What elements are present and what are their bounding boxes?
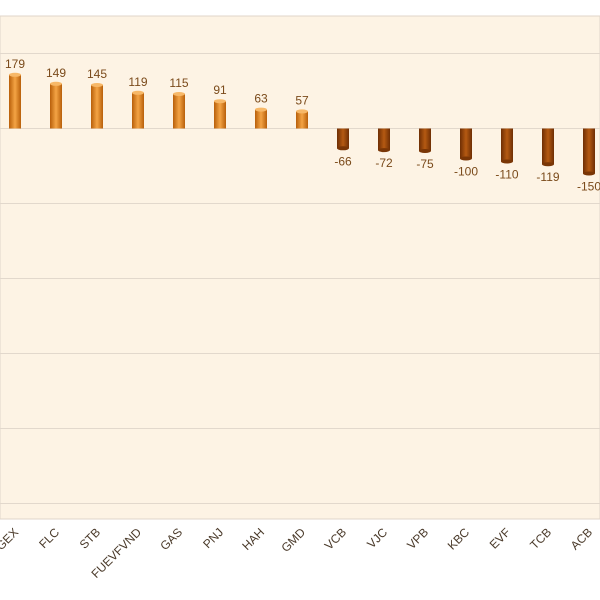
category-label-flc: FLC	[36, 525, 62, 551]
bar-tcb	[542, 128, 554, 165]
value-labels: 179 149 145 119 115 91 63 57 -66 -72 -75 -100 -110 -1…	[5, 57, 600, 194]
bar-pnj	[214, 101, 226, 129]
bar-cap-acb	[583, 171, 595, 176]
bar-cap-stb	[91, 83, 103, 87]
bar-cap-gmd	[296, 109, 308, 114]
value-label-gex: 179	[5, 57, 25, 71]
bar-kbc	[460, 128, 472, 159]
value-label-gmd: 57	[295, 93, 309, 107]
value-label-hah: 63	[254, 92, 268, 106]
bar-cap-vpb	[419, 149, 431, 153]
category-label-tcb: TCB	[527, 525, 554, 552]
category-label-gmd: GMD	[278, 525, 308, 555]
bar-evf	[501, 128, 513, 162]
value-label-acb: -150	[577, 180, 600, 194]
bar-gex	[9, 74, 21, 129]
value-label-fuevfvnd: 119	[128, 75, 147, 89]
category-label-evf: EVF	[487, 525, 513, 551]
category-label-gex: GEX	[0, 525, 21, 553]
value-label-stb: 145	[87, 67, 107, 81]
bar-cap-vcb	[337, 146, 349, 151]
category-label-pnj: PNJ	[200, 525, 226, 551]
category-label-vcb: VCB	[322, 525, 349, 552]
value-label-pnj: 91	[213, 83, 227, 97]
bar-cap-pnj	[214, 99, 226, 104]
bars	[9, 72, 595, 176]
category-label-kbc: KBC	[445, 525, 473, 553]
category-label-stb: STB	[77, 525, 103, 551]
bar-cap-fuevfvnd	[132, 90, 144, 95]
bar-vpb	[419, 128, 431, 151]
bar-vjc	[378, 128, 390, 151]
value-label-tcb: -119	[536, 170, 559, 184]
category-label-hah: HAH	[239, 525, 267, 553]
bar-cap-evf	[501, 159, 513, 164]
category-label-gas: GAS	[157, 525, 185, 553]
value-label-vjc: -72	[375, 156, 393, 170]
category-label-vpb: VPB	[404, 525, 431, 552]
bar-cap-vjc	[378, 148, 390, 153]
plot-area	[0, 15, 600, 520]
bar-cap-tcb	[542, 162, 554, 167]
value-label-vcb: -66	[334, 154, 352, 168]
bar-fuevfvnd	[132, 92, 144, 129]
bar-flc	[50, 83, 62, 129]
bar-hah	[255, 109, 267, 129]
bar-gas	[173, 94, 185, 129]
bar-cap-hah	[255, 107, 267, 112]
category-label-vjc: VJC	[364, 525, 390, 551]
bar-cap-gas	[173, 92, 185, 96]
bar-gmd	[296, 111, 308, 129]
bar-acb	[583, 128, 595, 174]
bar-cap-kbc	[460, 156, 472, 161]
value-label-gas: 115	[169, 76, 188, 90]
bar-stb	[91, 85, 103, 129]
category-label-acb: ACB	[568, 525, 595, 552]
bar-cap-flc	[50, 81, 62, 86]
value-label-kbc: -100	[454, 165, 478, 179]
value-label-flc: 149	[46, 66, 66, 80]
value-label-evf: -110	[495, 168, 518, 182]
bar-cap-gex	[9, 72, 21, 77]
value-label-vpb: -75	[416, 157, 434, 171]
bar-vcb	[337, 128, 349, 149]
